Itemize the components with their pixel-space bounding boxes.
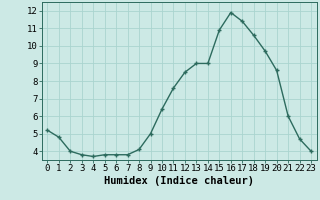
X-axis label: Humidex (Indice chaleur): Humidex (Indice chaleur) bbox=[104, 176, 254, 186]
